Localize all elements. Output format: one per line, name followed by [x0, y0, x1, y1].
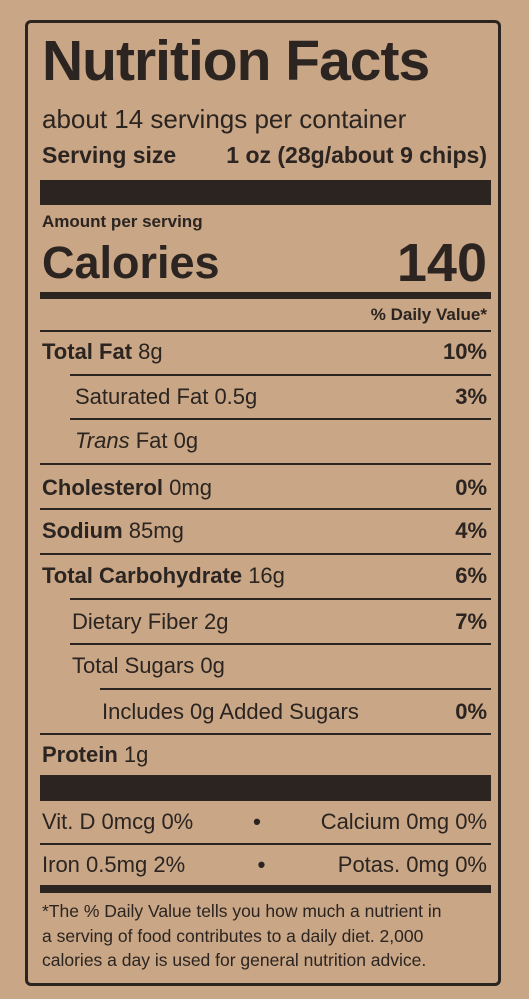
nutrient-dv: 4% [455, 518, 487, 543]
divider [40, 463, 491, 465]
footnote-line: calories a day is used for general nutri… [42, 950, 487, 971]
footnote-line: *The % Daily Value tells you how much a … [42, 901, 487, 922]
nutrient-amount: 16g [248, 563, 285, 588]
nutrient-name: Includes 0g Added Sugars [102, 699, 359, 724]
nutrient-amount: 8g [138, 339, 163, 364]
vitamin-dv: 0% [455, 809, 487, 834]
vitamin-amount: 0mcg [101, 809, 156, 834]
divider [70, 598, 491, 600]
nutrient-amount: 0g [200, 653, 225, 678]
nutrient-name: Total Fat [42, 339, 133, 364]
nutrient-row: Sodium 85mg 4% [42, 518, 487, 544]
nutrient-row: Trans Fat 0g [75, 428, 487, 454]
calories-label: Calories [42, 237, 220, 288]
divider [40, 733, 491, 735]
title: Nutrition Facts [42, 28, 487, 94]
nutrient-name: Saturated Fat [75, 384, 209, 409]
vitamin-amount: 0mg [406, 852, 450, 877]
nutrient-name: Dietary Fiber [72, 609, 198, 634]
vitamin-dv: 2% [153, 852, 186, 877]
servings-text: about 14 servings per container [42, 104, 407, 134]
nutrient-amount: 1g [123, 742, 149, 767]
nutrient-amount: 0mg [169, 475, 212, 500]
nutrient-dv: 0% [455, 699, 487, 724]
nutrient-row: Protein 1g [42, 742, 487, 768]
vitamin-amount: 0mg [406, 809, 450, 834]
nutrient-name: Total Carbohydrate [42, 563, 243, 588]
medium-bar [40, 292, 491, 299]
divider [70, 374, 491, 376]
nutrient-amount: 85mg [128, 518, 184, 543]
amount-text: Amount per serving [42, 212, 203, 231]
nutrient-amount: 0.5g [214, 384, 258, 409]
nutrient-row: Cholesterol 0mg 0% [42, 475, 487, 501]
thick-bar [40, 180, 491, 205]
nutrient-name: Cholesterol [42, 475, 164, 500]
vitamin-name: Calcium [320, 809, 401, 834]
serving-size: Serving size 1 oz (28g/about 9 chips) [42, 142, 487, 169]
servings: about 14 servings per container [42, 104, 487, 135]
vitamin-amount: 0.5mg [86, 852, 148, 877]
nutrient-dv: 3% [455, 384, 487, 409]
footnote-line: a serving of food contributes to a daily… [42, 926, 487, 947]
divider [40, 330, 491, 332]
nutrient-dv: 0% [455, 475, 487, 500]
nutrient-row: Total Sugars 0g [72, 653, 487, 679]
nutrient-row: Saturated Fat 0.5g 3% [75, 384, 487, 410]
title-text: Nutrition Facts [42, 29, 430, 93]
vitamin-row: Vit. D 0mcg 0% • Calcium 0mg 0% [42, 809, 487, 834]
footnote-text: calories a day is used for general nutri… [42, 950, 427, 970]
footnote-text: a serving of food contributes to a daily… [42, 926, 424, 946]
divider [100, 688, 491, 690]
footnote-text: *The % Daily Value tells you how much a … [42, 901, 442, 921]
thick-bar [40, 775, 491, 801]
medium-bar [40, 885, 491, 893]
nutrient-name: Sodium [42, 518, 123, 543]
divider [40, 553, 491, 555]
vitamin-name: Vit. D [42, 809, 96, 834]
serving-size-value: 1 oz (28g/about 9 chips) [226, 142, 487, 168]
amount-per-serving: Amount per serving [42, 212, 487, 232]
vitamin-name: Potas. [337, 852, 401, 877]
vitamin-dv: 0% [455, 852, 487, 877]
dv-header: % Daily Value* [42, 305, 487, 325]
nutrient-row: Dietary Fiber 2g 7% [72, 609, 487, 635]
nutrient-name: Fat [135, 428, 168, 453]
divider [70, 643, 491, 645]
label-border [25, 20, 501, 986]
nutrient-amount: 0g [173, 428, 199, 453]
nutrient-amount: 2g [204, 609, 229, 634]
vitamin-row: Iron 0.5mg 2% • Potas. 0mg 0% [42, 852, 487, 877]
vitamin-name: Iron [42, 852, 80, 877]
nutrient-dv: 10% [442, 339, 487, 364]
divider [40, 843, 491, 845]
serving-size-label: Serving size [42, 142, 177, 168]
calories-value: 140 [396, 233, 487, 293]
divider [40, 508, 491, 510]
nutrient-dv: 7% [455, 609, 487, 634]
nutrient-name: Protein [42, 742, 118, 767]
nutrient-row: Includes 0g Added Sugars 0% [102, 699, 487, 725]
nutrient-row: Total Carbohydrate 16g 6% [42, 563, 487, 589]
nutrient-name: Total Sugars [72, 653, 195, 678]
dv-header-text: % Daily Value* [370, 305, 487, 324]
divider [70, 418, 491, 420]
nutrient-row: Total Fat 8g 10% [42, 339, 487, 365]
calories: Calories 140 [42, 232, 487, 294]
nutrient-prefix: Trans [75, 428, 130, 453]
vitamin-dv: 0% [161, 809, 194, 834]
nutrient-dv: 6% [455, 563, 487, 588]
